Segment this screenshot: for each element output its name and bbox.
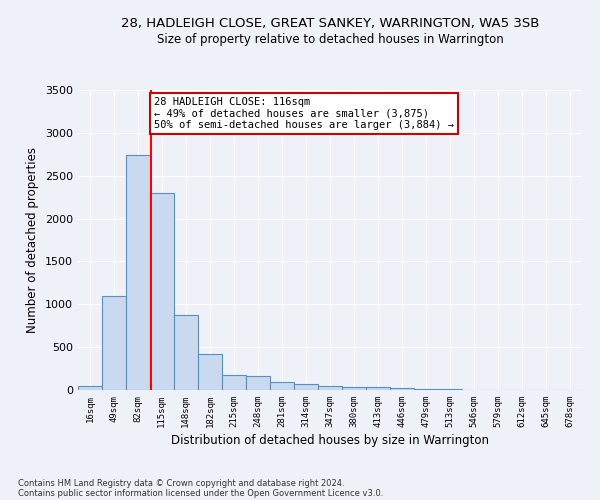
X-axis label: Distribution of detached houses by size in Warrington: Distribution of detached houses by size … <box>171 434 489 447</box>
Bar <box>294 384 318 390</box>
Text: Contains public sector information licensed under the Open Government Licence v3: Contains public sector information licen… <box>18 488 383 498</box>
Text: 28 HADLEIGH CLOSE: 116sqm
← 49% of detached houses are smaller (3,875)
50% of se: 28 HADLEIGH CLOSE: 116sqm ← 49% of detac… <box>154 97 454 130</box>
Bar <box>126 155 150 390</box>
Bar <box>174 315 197 390</box>
Bar <box>414 388 437 390</box>
Bar <box>366 387 390 390</box>
Text: Contains HM Land Registry data © Crown copyright and database right 2024.: Contains HM Land Registry data © Crown c… <box>18 478 344 488</box>
Bar <box>199 354 223 390</box>
Bar <box>270 382 294 390</box>
Text: Size of property relative to detached houses in Warrington: Size of property relative to detached ho… <box>157 32 503 46</box>
Bar <box>390 388 414 390</box>
Bar <box>342 386 366 390</box>
Bar <box>102 296 126 390</box>
Bar <box>223 376 246 390</box>
Bar <box>246 376 270 390</box>
Y-axis label: Number of detached properties: Number of detached properties <box>26 147 40 333</box>
Bar <box>150 193 174 390</box>
Text: 28, HADLEIGH CLOSE, GREAT SANKEY, WARRINGTON, WA5 3SB: 28, HADLEIGH CLOSE, GREAT SANKEY, WARRIN… <box>121 18 539 30</box>
Bar <box>318 386 342 390</box>
Bar <box>78 386 102 390</box>
